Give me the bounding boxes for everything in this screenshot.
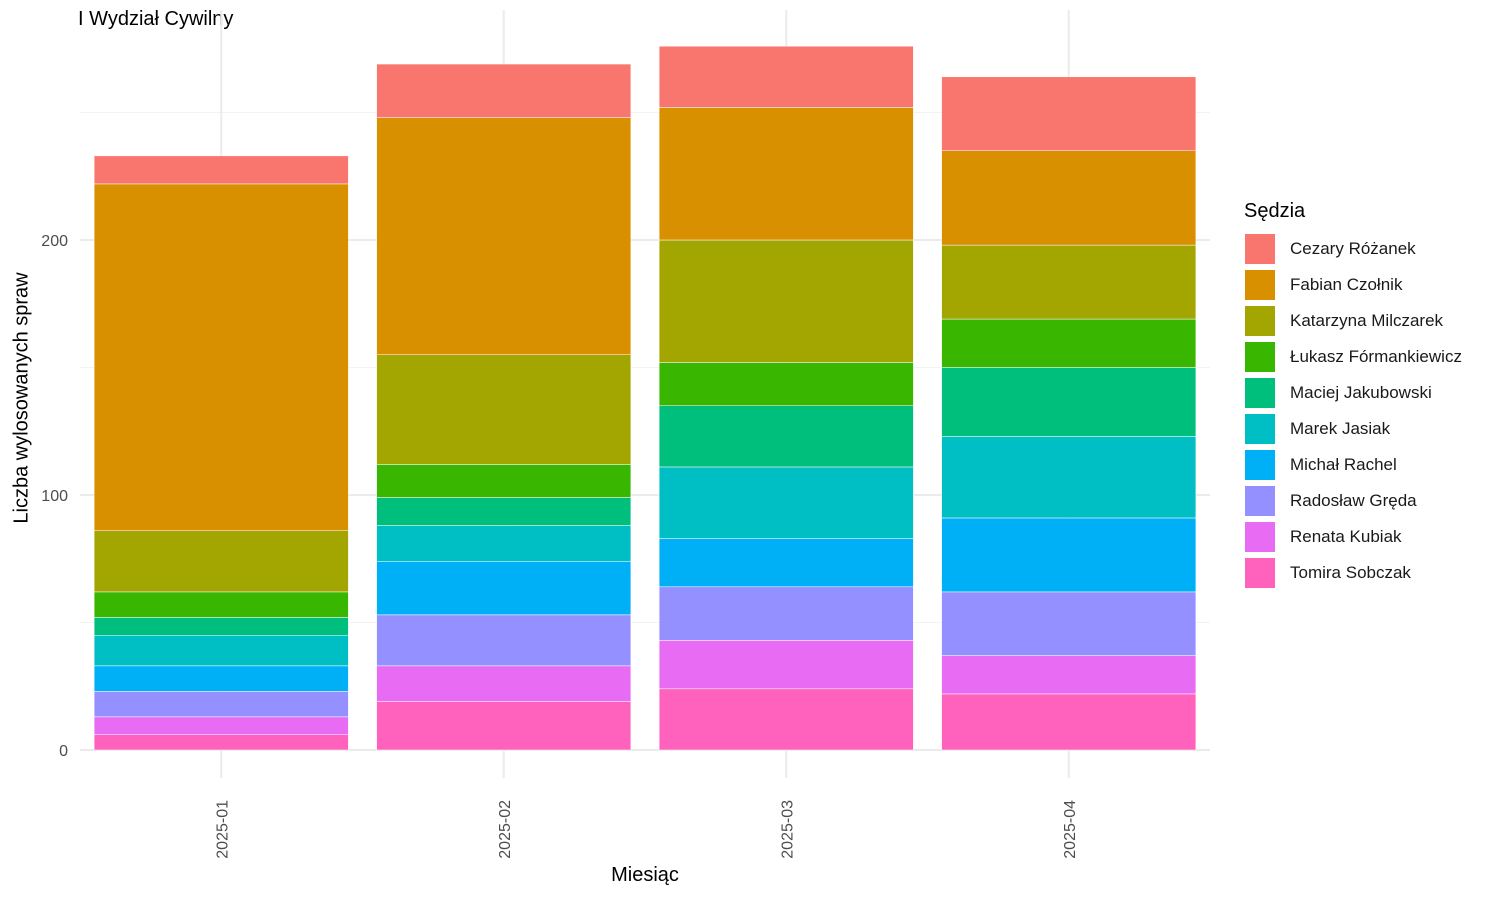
bar-segment <box>93 183 349 531</box>
legend-key <box>1244 485 1276 517</box>
legend-key <box>1244 449 1276 481</box>
bar-segment <box>93 591 349 618</box>
legend-item: Fabian Czołnik <box>1244 267 1462 303</box>
legend-label: Maciej Jakubowski <box>1290 383 1432 402</box>
legend-label: Marek Jasiak <box>1290 419 1391 438</box>
bar-segment <box>93 530 349 593</box>
bar-segment <box>658 688 914 751</box>
bar-segment <box>658 538 914 588</box>
bar-segment <box>658 405 914 468</box>
bar-segment <box>93 635 349 667</box>
legend-label: Tomira Sobczak <box>1290 563 1411 582</box>
bars <box>93 45 1197 751</box>
y-axis-ticks: 0 100 200 <box>41 233 68 760</box>
legend-items: Cezary Różanek Fabian Czołnik Katarzyna Mi… <box>1244 231 1462 591</box>
legend-item: Cezary Różanek <box>1244 231 1462 267</box>
bar-segment <box>376 497 632 526</box>
bar-segment <box>941 436 1197 519</box>
bar-segment <box>376 525 632 562</box>
bar-segment <box>941 367 1197 437</box>
legend-key <box>1244 233 1276 265</box>
legend-item: Maciej Jakubowski <box>1244 375 1462 411</box>
bar-segment <box>941 150 1197 246</box>
bar-segment <box>376 63 632 118</box>
bar-segment <box>93 716 349 735</box>
bar-segment <box>93 155 349 185</box>
bar-segment <box>941 76 1197 151</box>
legend-label: Radosław Gręda <box>1290 491 1417 510</box>
x-tick-label: 2025-01 <box>214 800 231 859</box>
bar-segment <box>658 586 914 641</box>
bar-segment <box>941 517 1197 593</box>
chart-title: I Wydział Cywilny <box>78 8 234 30</box>
x-tick-label: 2025-02 <box>497 800 514 859</box>
x-tick-label: 2025-04 <box>1062 800 1079 859</box>
legend-item: Katarzyna Milczarek <box>1244 303 1462 339</box>
legend-label: Renata Kubiak <box>1290 527 1402 546</box>
legend-key <box>1244 521 1276 553</box>
legend-key <box>1244 377 1276 409</box>
bar-segment <box>93 691 349 718</box>
bar-segment <box>376 614 632 667</box>
legend-key <box>1244 557 1276 589</box>
legend-item: Renata Kubiak <box>1244 519 1462 555</box>
x-axis-ticks: 2025-01 2025-02 2025-03 2025-04 <box>214 800 1079 859</box>
bar-segment <box>658 239 914 363</box>
x-axis-title: Miesiąc <box>611 864 679 886</box>
legend-label: Cezary Różanek <box>1290 239 1416 258</box>
bar-segment <box>376 701 632 751</box>
legend-item: Tomira Sobczak <box>1244 555 1462 591</box>
bar-segment <box>376 665 632 702</box>
x-tick-label: 2025-03 <box>779 800 796 859</box>
bar-segment <box>376 561 632 616</box>
bar-segment <box>658 640 914 690</box>
bar-segment <box>941 318 1197 368</box>
y-tick-label: 0 <box>59 743 68 760</box>
bar-segment <box>941 693 1197 751</box>
y-tick-label: 200 <box>41 233 68 250</box>
bar-segment <box>376 117 632 355</box>
bar-segment <box>658 45 914 108</box>
bar-segment <box>941 591 1197 656</box>
legend-key <box>1244 413 1276 445</box>
legend: Sędzia Cezary Różanek Fabian Czołnik Katar… <box>1244 200 1462 591</box>
legend-label: Fabian Czołnik <box>1290 275 1403 294</box>
bar-segment <box>658 107 914 241</box>
bar-segment <box>941 244 1197 320</box>
bar-segment <box>376 464 632 498</box>
y-tick-label: 100 <box>41 488 68 505</box>
bar-segment <box>93 617 349 636</box>
bar-segment <box>941 655 1197 695</box>
legend-label: Michał Rachel <box>1290 455 1397 474</box>
bar-segment <box>658 362 914 406</box>
y-axis-title: Liczba wylosowanych spraw <box>10 272 33 524</box>
legend-title: Sędzia <box>1244 200 1306 222</box>
legend-key <box>1244 269 1276 301</box>
legend-item: Michał Rachel <box>1244 447 1462 483</box>
bar-segment <box>93 734 349 751</box>
legend-item: Radosław Gręda <box>1244 483 1462 519</box>
legend-item: Łukasz Fórmankiewicz <box>1244 339 1462 375</box>
bar-segment <box>376 354 632 465</box>
legend-key <box>1244 305 1276 337</box>
legend-label: Katarzyna Milczarek <box>1290 311 1444 330</box>
legend-item: Marek Jasiak <box>1244 411 1462 447</box>
bar-segment <box>93 665 349 692</box>
legend-key <box>1244 341 1276 373</box>
bar-segment <box>658 466 914 539</box>
legend-label: Łukasz Fórmankiewicz <box>1290 347 1462 366</box>
